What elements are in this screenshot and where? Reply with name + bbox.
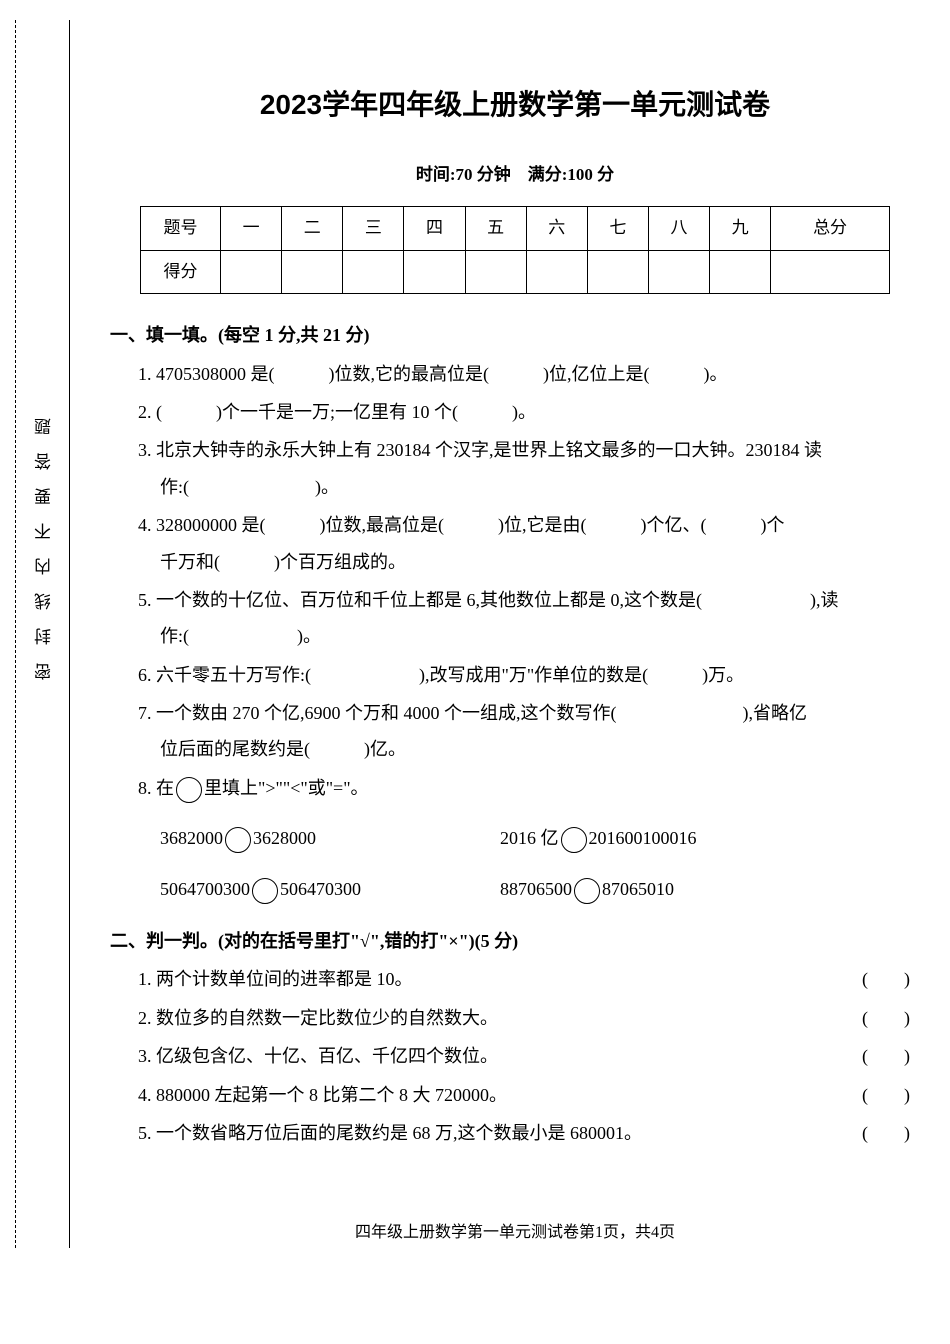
q6: 6. 六千零五十万写作:( ),改写成用"万"作单位的数是( )万。 bbox=[138, 659, 920, 691]
section1-title: 一、填一填。(每空 1 分,共 21 分) bbox=[110, 319, 920, 351]
header-cell: 四 bbox=[404, 206, 465, 250]
comparison-item: 5064700300 506470300 bbox=[160, 873, 500, 905]
judge-text: 3. 亿级包含亿、十亿、百亿、千亿四个数位。 bbox=[138, 1040, 498, 1072]
score-label-cell: 得分 bbox=[141, 250, 221, 294]
page-footer: 四年级上册数学第一单元测试卷第1页，共4页 bbox=[110, 1219, 920, 1248]
judge-q1: 1. 两个计数单位间的进率都是 10。 ( ) bbox=[138, 963, 920, 995]
comparison-item: 3682000 3628000 bbox=[160, 822, 500, 854]
judge-q3: 3. 亿级包含亿、十亿、百亿、千亿四个数位。 ( ) bbox=[138, 1040, 920, 1072]
q2: 2. ( )个一千是一万;一亿里有 10 个( )。 bbox=[138, 396, 920, 428]
judge-bracket[interactable]: ( ) bbox=[862, 1079, 920, 1111]
value-e: 5064700300 bbox=[160, 879, 250, 899]
circle-icon[interactable] bbox=[225, 827, 251, 853]
table-header-row: 题号 一 二 三 四 五 六 七 八 九 总分 bbox=[141, 206, 890, 250]
comparison-row-1: 3682000 3628000 2016 亿 201600100016 bbox=[160, 822, 920, 854]
comparison-item: 2016 亿 201600100016 bbox=[500, 822, 697, 854]
header-cell: 六 bbox=[526, 206, 587, 250]
judge-bracket[interactable]: ( ) bbox=[862, 1002, 920, 1034]
score-cell[interactable] bbox=[710, 250, 771, 294]
header-cell: 总分 bbox=[771, 206, 890, 250]
dashed-line bbox=[15, 20, 16, 1248]
q4-line1: 4. 328000000 是( )位数,最高位是( )位,它是由( )个亿、( … bbox=[138, 509, 920, 541]
page-wrapper: 密封线内不要答题 2023学年四年级上册数学第一单元测试卷 时间:70 分钟 满… bbox=[0, 20, 950, 1248]
header-cell: 九 bbox=[710, 206, 771, 250]
q1: 1. 4705308000 是( )位数,它的最高位是( )位,亿位上是( )。 bbox=[138, 358, 920, 390]
circle-icon[interactable] bbox=[252, 878, 278, 904]
q7-line2: 位后面的尾数约是( )亿。 bbox=[160, 733, 920, 765]
score-cell[interactable] bbox=[404, 250, 465, 294]
judge-text: 5. 一个数省略万位后面的尾数约是 68 万,这个数最小是 680001。 bbox=[138, 1117, 642, 1149]
header-cell: 题号 bbox=[141, 206, 221, 250]
header-cell: 二 bbox=[282, 206, 343, 250]
q8-intro: 8. 在 bbox=[138, 778, 174, 798]
q4-line2: 千万和( )个百万组成的。 bbox=[160, 546, 920, 578]
header-cell: 五 bbox=[465, 206, 526, 250]
value-c: 2016 亿 bbox=[500, 828, 559, 848]
score-cell[interactable] bbox=[343, 250, 404, 294]
judge-bracket[interactable]: ( ) bbox=[862, 1040, 920, 1072]
score-cell[interactable] bbox=[526, 250, 587, 294]
circle-icon[interactable] bbox=[561, 827, 587, 853]
table-score-row: 得分 bbox=[141, 250, 890, 294]
section2-title: 二、判一判。(对的在括号里打"√",错的打"×")(5 分) bbox=[110, 925, 920, 957]
value-d: 201600100016 bbox=[589, 828, 697, 848]
value-b: 3628000 bbox=[253, 828, 316, 848]
header-cell: 七 bbox=[587, 206, 648, 250]
circle-icon[interactable] bbox=[574, 878, 600, 904]
binding-text: 密封线内不要答题 bbox=[30, 400, 61, 680]
judge-bracket[interactable]: ( ) bbox=[862, 963, 920, 995]
q8-instruction: 里填上">""<"或"="。 bbox=[204, 778, 369, 798]
exam-subtitle: 时间:70 分钟 满分:100 分 bbox=[110, 160, 920, 191]
header-cell: 一 bbox=[221, 206, 282, 250]
score-cell[interactable] bbox=[465, 250, 526, 294]
score-cell[interactable] bbox=[771, 250, 890, 294]
judge-q2: 2. 数位多的自然数一定比数位少的自然数大。 ( ) bbox=[138, 1002, 920, 1034]
circle-icon[interactable] bbox=[176, 777, 202, 803]
header-cell: 八 bbox=[648, 206, 709, 250]
judge-q5: 5. 一个数省略万位后面的尾数约是 68 万,这个数最小是 680001。 ( … bbox=[138, 1117, 920, 1149]
value-g: 88706500 bbox=[500, 879, 572, 899]
judge-text: 2. 数位多的自然数一定比数位少的自然数大。 bbox=[138, 1002, 498, 1034]
q8: 8. 在 里填上">""<"或"="。 bbox=[138, 772, 920, 804]
binding-area: 密封线内不要答题 bbox=[0, 20, 70, 1248]
q3-line2: 作:( )。 bbox=[160, 471, 920, 503]
comparison-row-2: 5064700300 506470300 88706500 87065010 bbox=[160, 873, 920, 905]
q3-line1: 3. 北京大钟寺的永乐大钟上有 230184 个汉字,是世界上铭文最多的一口大钟… bbox=[138, 434, 920, 466]
value-a: 3682000 bbox=[160, 828, 223, 848]
score-cell[interactable] bbox=[587, 250, 648, 294]
score-table: 题号 一 二 三 四 五 六 七 八 九 总分 得分 bbox=[140, 206, 890, 294]
exam-title: 2023学年四年级上册数学第一单元测试卷 bbox=[110, 80, 920, 130]
q7-line1: 7. 一个数由 270 个亿,6900 个万和 4000 个一组成,这个数写作(… bbox=[138, 697, 920, 729]
score-cell[interactable] bbox=[282, 250, 343, 294]
comparison-item: 88706500 87065010 bbox=[500, 873, 674, 905]
judge-text: 4. 880000 左起第一个 8 比第二个 8 大 720000。 bbox=[138, 1079, 507, 1111]
judge-q4: 4. 880000 左起第一个 8 比第二个 8 大 720000。 ( ) bbox=[138, 1079, 920, 1111]
value-h: 87065010 bbox=[602, 879, 674, 899]
main-content: 2023学年四年级上册数学第一单元测试卷 时间:70 分钟 满分:100 分 题… bbox=[70, 20, 950, 1248]
judge-bracket[interactable]: ( ) bbox=[862, 1117, 920, 1149]
q5-line2: 作:( )。 bbox=[160, 620, 920, 652]
judge-text: 1. 两个计数单位间的进率都是 10。 bbox=[138, 963, 413, 995]
header-cell: 三 bbox=[343, 206, 404, 250]
score-cell[interactable] bbox=[648, 250, 709, 294]
score-cell[interactable] bbox=[221, 250, 282, 294]
q5-line1: 5. 一个数的十亿位、百万位和千位上都是 6,其他数位上都是 0,这个数是( )… bbox=[138, 584, 920, 616]
value-f: 506470300 bbox=[280, 879, 361, 899]
